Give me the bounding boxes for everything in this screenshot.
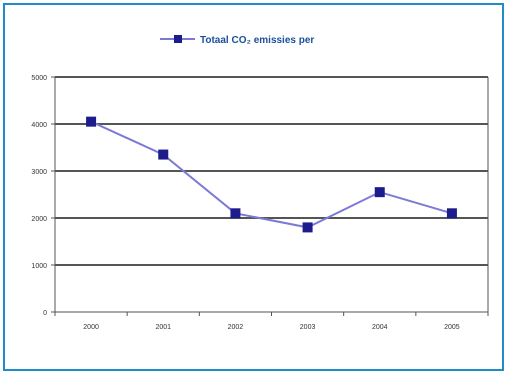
- legend-marker-swatch: [174, 35, 182, 43]
- series-line: [90, 120, 453, 229]
- data-point-2004: [374, 187, 385, 198]
- x-tick-label-2004: 2004: [372, 324, 388, 331]
- y-tick-label-0: 0: [43, 310, 47, 317]
- x-tick-label-2005: 2005: [444, 324, 460, 331]
- series-co2: [86, 116, 457, 233]
- x-tick-label-2003: 2003: [300, 324, 316, 331]
- data-point-2003: [302, 222, 313, 233]
- data-point-2005: [446, 208, 457, 219]
- y-tick-label-4000: 4000: [31, 122, 47, 129]
- axes: [51, 76, 489, 316]
- legend: Totaal CO₂ emissies per: [160, 35, 314, 46]
- data-point-2002: [230, 208, 241, 219]
- x-tick-label-2001: 2001: [155, 324, 171, 331]
- y-tick-label-3000: 3000: [31, 169, 47, 176]
- legend-label: Totaal CO₂ emissies per: [200, 35, 314, 46]
- data-point-2000: [86, 116, 97, 127]
- y-tick-label-1000: 1000: [31, 263, 47, 270]
- x-tick-label-2000: 2000: [83, 324, 99, 331]
- x-tick-labels: 2000 2001 2002 2003 2004 2005: [83, 324, 460, 331]
- y-tick-labels: 0 1000 2000 3000 4000 5000: [31, 75, 47, 317]
- x-tick-label-2002: 2002: [228, 324, 244, 331]
- y-tick-label-5000: 5000: [31, 75, 47, 82]
- gridlines: [55, 76, 488, 266]
- chart-frame: [3, 3, 504, 371]
- y-tick-label-2000: 2000: [31, 216, 47, 223]
- data-point-2001: [158, 149, 169, 160]
